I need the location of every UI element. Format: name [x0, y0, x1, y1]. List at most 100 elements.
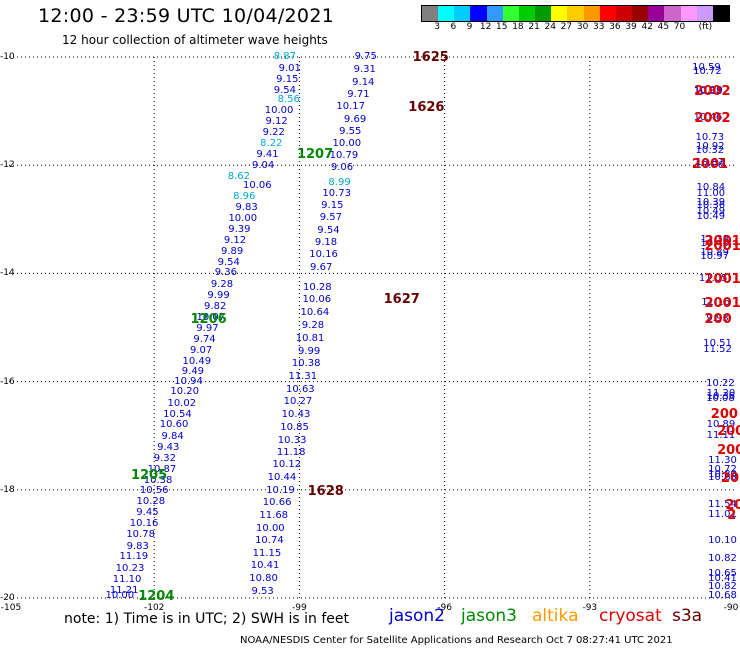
wave-height-value: 10.87 [147, 463, 177, 475]
wave-height-value: 10.82 [708, 580, 737, 592]
wave-height-value: 10.41 [250, 560, 280, 572]
wave-height-value: 10.44 [267, 472, 297, 484]
colorbar-swatch [551, 6, 568, 21]
wave-height-value: 11.20 [706, 388, 736, 400]
colorbar-label: 42 [641, 22, 653, 32]
wave-height-value: 10.06 [242, 180, 272, 192]
wave-height-value: 9.49 [181, 366, 205, 378]
wave-height-value: 9.06 [330, 162, 354, 174]
wave-height-value: 9.12 [265, 115, 288, 127]
wave-height-value: 10.65 [708, 567, 737, 579]
wave-height-value: 10.33 [277, 434, 307, 446]
wave-height-value: 10.78 [126, 529, 155, 541]
wave-height-value: 9.14 [352, 76, 375, 88]
wave-height-value: 9.99 [207, 289, 230, 301]
wave-height-value: 8.22 [260, 138, 283, 150]
wave-height-value: 9.41 [256, 148, 279, 160]
latitude-tick: -10 [0, 52, 15, 62]
wave-height-value: 9.07 [190, 344, 213, 356]
wave-height-value: 10.65 [708, 472, 737, 484]
wave-height-value: 8.87 [273, 51, 297, 62]
colorbar-label: 70 [673, 22, 686, 32]
wave-height-value: 10.02 [167, 397, 197, 409]
wave-height-value: 10.43 [281, 409, 311, 421]
credit-line: NOAA/NESDIS Center for Satellite Applica… [240, 635, 673, 646]
wave-height-value: 9.93 [706, 312, 729, 324]
colorbar-swatch [518, 6, 536, 21]
wave-height-value: 10.59 [692, 61, 721, 73]
wave-height-value: 10.63 [286, 383, 315, 395]
wave-height-value: 9.04 [251, 159, 275, 171]
wave-height-value: 11.15 [252, 547, 282, 559]
wave-height-value: 9.12 [223, 234, 247, 246]
wave-height-value: 10.17 [336, 101, 366, 113]
wave-height-value: 11.10 [112, 573, 142, 585]
colorbar-label: 9 [466, 22, 473, 32]
wave-height-value: 9.15 [321, 200, 344, 212]
wave-height-value: 10.80 [249, 572, 278, 584]
colorbar-swatch [680, 6, 697, 21]
colorbar-label: 45 [657, 22, 670, 32]
longitude-tick: -102 [143, 603, 165, 613]
colorbar-label: 30 [576, 22, 589, 32]
wave-height-value: 10.19 [266, 484, 295, 496]
wave-height-value: 9.18 [314, 236, 338, 248]
wave-height-value: 9.54 [317, 224, 340, 236]
pass-number-label: 2002 [694, 84, 731, 100]
wave-height-value: 10.08 [706, 393, 735, 405]
pass-number-label: 1207 [296, 146, 334, 162]
colorbar-swatch [599, 6, 616, 21]
pass-number-label: 200 [717, 423, 740, 439]
wave-height-value: 10.56 [139, 485, 169, 497]
latitude-tick: -16 [0, 376, 15, 387]
wave-height-value: 9.82 [204, 300, 227, 312]
wave-height-value: 9.28 [301, 319, 325, 331]
wave-height-value: 9.53 [251, 586, 274, 598]
wave-height-value: 10.81 [295, 332, 325, 344]
wave-height-value: 10.07 [196, 311, 226, 323]
colorbar-label: 39 [625, 22, 637, 32]
wave-height-value: 11.05 [698, 273, 728, 285]
wave-height-value: 11.68 [259, 509, 289, 521]
wave-height-value: 10.00 [332, 138, 362, 150]
wave-height-value: 10.39 [696, 197, 726, 209]
colorbar-label: 15 [496, 22, 508, 32]
wave-height-value: 10.64 [300, 307, 330, 319]
wave-height-value: 10.94 [174, 375, 203, 387]
colorbar-swatch [583, 6, 600, 21]
wave-height-value: 10.38 [706, 390, 736, 402]
colorbar-swatch [648, 6, 665, 21]
pass-number-label: 20 [720, 470, 740, 486]
pass-number-label: 200 [710, 407, 738, 423]
wave-height-value: 11.16 [701, 297, 730, 309]
satellite-s3a: s3a [672, 606, 703, 626]
wave-height-value: 11.30 [708, 455, 737, 467]
satellite-altika: altika [532, 606, 579, 626]
wave-height-value: 10.12 [272, 459, 302, 471]
latitude-tick: -20 [0, 593, 15, 603]
pass-number-label: 1625 [412, 50, 449, 65]
wave-height-value: 9.15 [276, 74, 299, 86]
wave-height-value: 9.83 [235, 201, 258, 213]
wave-height-value: 11.21 [109, 584, 139, 596]
wave-height-value: 10.23 [115, 562, 145, 574]
wave-height-value: 9.43 [157, 442, 180, 454]
wave-height-value: 10.27 [283, 396, 313, 408]
wave-height-value: 11.31 [288, 371, 318, 383]
wave-height-value: 9.22 [262, 126, 285, 138]
wave-height-value: 9.55 [339, 126, 362, 138]
colorbar-swatch [632, 6, 649, 21]
colorbar-swatch [615, 6, 633, 21]
colorbar-swatch [535, 6, 552, 21]
wave-height-value: 9.36 [214, 267, 237, 279]
wave-height-value: 10.88 [693, 86, 723, 98]
wave-height-value: 8.96 [233, 191, 256, 203]
pass-number-label: 1626 [408, 100, 445, 116]
wave-height-value: 10.72 [693, 65, 722, 77]
pass-number-label: 200 [704, 311, 732, 327]
colorbar-swatch [712, 6, 729, 21]
colorbar-label: 36 [609, 22, 621, 32]
wave-height-value: 9.57 [319, 212, 342, 224]
wave-height-value: 10.00 [264, 105, 294, 117]
wave-height-value: 10.49 [182, 356, 212, 368]
